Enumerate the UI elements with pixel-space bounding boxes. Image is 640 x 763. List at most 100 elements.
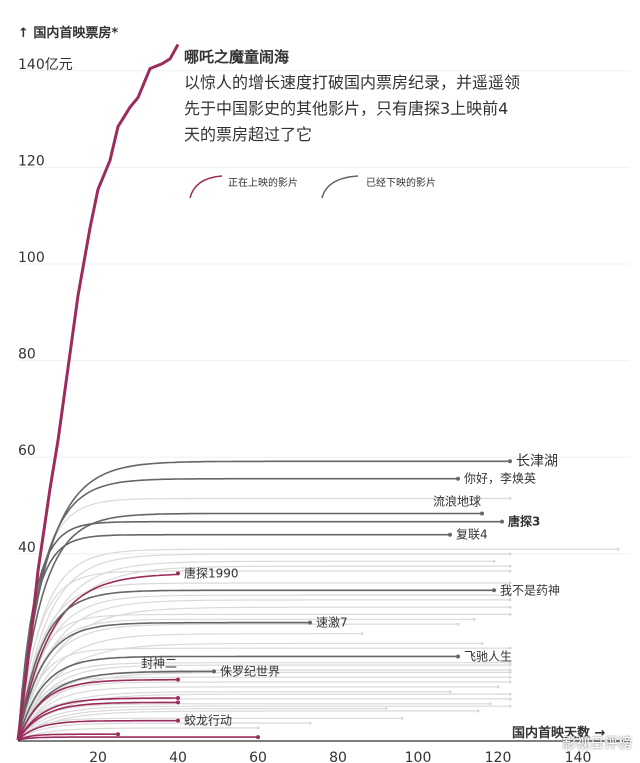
background-series-line — [17, 693, 510, 741]
series-endpoint — [448, 532, 452, 537]
series-endpoint — [212, 669, 216, 674]
series-endpoint — [308, 620, 312, 625]
series-endpoint — [176, 695, 180, 700]
x-tick-label: 100 — [405, 750, 432, 763]
series-line — [17, 670, 214, 741]
legend-past: 已经下映的影片 — [366, 178, 436, 189]
legend-current-swatch — [189, 175, 223, 199]
series-line — [17, 733, 118, 741]
series-endpoint — [492, 588, 496, 593]
y-tick-label: 100 — [18, 250, 45, 266]
series-endpoint — [508, 459, 512, 464]
series-label: 唐探1990 — [184, 565, 239, 580]
background-series-endpoint — [508, 646, 512, 650]
background-series-line — [17, 570, 510, 741]
background-series-endpoint — [508, 612, 512, 616]
series-endpoint — [500, 519, 504, 524]
series-line — [17, 477, 458, 741]
background-series-endpoint — [508, 581, 512, 585]
series-line — [17, 719, 178, 741]
series-label: 你好，李焕英 — [464, 471, 536, 486]
series-label: 封神二 — [141, 657, 177, 671]
background-series-line — [17, 722, 310, 741]
background-series-line — [17, 686, 498, 741]
background-series-line — [17, 618, 474, 741]
background-series-endpoint — [456, 622, 460, 626]
background-series-line — [17, 642, 482, 741]
series-endpoint — [176, 700, 180, 705]
background-series-line — [17, 681, 510, 741]
background-series-endpoint — [384, 707, 388, 711]
background-series-endpoint — [492, 559, 496, 563]
background-series-line — [17, 623, 458, 741]
series-label: 飞驰人生 — [464, 649, 512, 663]
series-line — [17, 701, 178, 741]
highlight-series-line — [16, 43, 180, 741]
series-label: 我不是药神 — [500, 583, 560, 597]
background-series-line — [17, 664, 510, 741]
series-line — [17, 512, 482, 741]
background-series-endpoint — [400, 716, 404, 720]
background-series-endpoint — [480, 641, 484, 645]
x-tick-label: 60 — [249, 750, 267, 763]
background-series-line — [17, 662, 510, 741]
series-label: 复联4 — [456, 528, 488, 542]
background-series-endpoint — [508, 593, 512, 597]
series-line — [17, 460, 510, 741]
series-line — [17, 573, 179, 741]
background-series-endpoint — [508, 663, 512, 667]
y-tick-label: 80 — [18, 347, 36, 363]
series-label: 侏罗纪世界 — [220, 664, 280, 678]
background-series-endpoint — [508, 704, 512, 708]
background-series-line — [17, 717, 402, 741]
background-series-line — [17, 703, 490, 741]
background-series-endpoint — [308, 721, 312, 725]
background-series-endpoint — [360, 632, 364, 636]
background-series-endpoint — [508, 605, 512, 609]
background-series-endpoint — [508, 552, 512, 556]
background-series-endpoint — [256, 726, 260, 730]
background-series-line — [17, 565, 510, 741]
series-line — [17, 589, 494, 741]
background-series-line — [17, 594, 510, 741]
legend-past-swatch — [321, 175, 359, 199]
background-series-line — [17, 582, 510, 741]
background-series-line — [17, 497, 510, 741]
y-axis-title: ↑ 国内首映票房* — [18, 26, 119, 41]
y-tick-label: 140亿元 — [18, 57, 73, 73]
x-axis-title: 国内首映天数 → — [512, 726, 606, 741]
series-line — [17, 697, 178, 741]
background-series-line — [17, 560, 494, 741]
x-tick-label: 20 — [89, 750, 107, 763]
background-series-endpoint — [508, 569, 512, 573]
y-tick-label: 40 — [18, 540, 36, 556]
background-series-endpoint — [508, 668, 512, 672]
series-label: 长津湖 — [516, 453, 558, 469]
legend-current: 正在上映的影片 — [228, 178, 298, 189]
background-series-endpoint — [508, 598, 512, 602]
background-series-endpoint — [508, 497, 512, 500]
series-label: 蛟龙行动 — [184, 713, 232, 728]
y-tick-label: 120 — [18, 153, 45, 169]
series-endpoint — [176, 571, 180, 576]
background-series-endpoint — [472, 617, 476, 621]
background-series-line — [17, 676, 510, 741]
series-endpoint — [256, 735, 260, 740]
background-series-endpoint — [508, 564, 512, 568]
series-label: 流浪地球 — [433, 493, 481, 508]
background-series-endpoint — [448, 690, 452, 694]
series-line — [17, 520, 502, 741]
watermark: 影视日评榜 — [562, 736, 632, 752]
background-series-line — [17, 633, 362, 741]
series-label: 唐探3 — [508, 514, 540, 529]
background-series-endpoint — [508, 661, 512, 665]
background-series-line — [17, 606, 510, 741]
background-series-line — [17, 727, 258, 741]
background-series-endpoint — [476, 709, 480, 713]
x-tick-label: 120 — [485, 750, 512, 763]
x-tick-label: 40 — [169, 750, 187, 763]
background-series-endpoint — [508, 670, 512, 674]
series-endpoint — [116, 732, 120, 737]
background-series-line — [17, 548, 618, 741]
